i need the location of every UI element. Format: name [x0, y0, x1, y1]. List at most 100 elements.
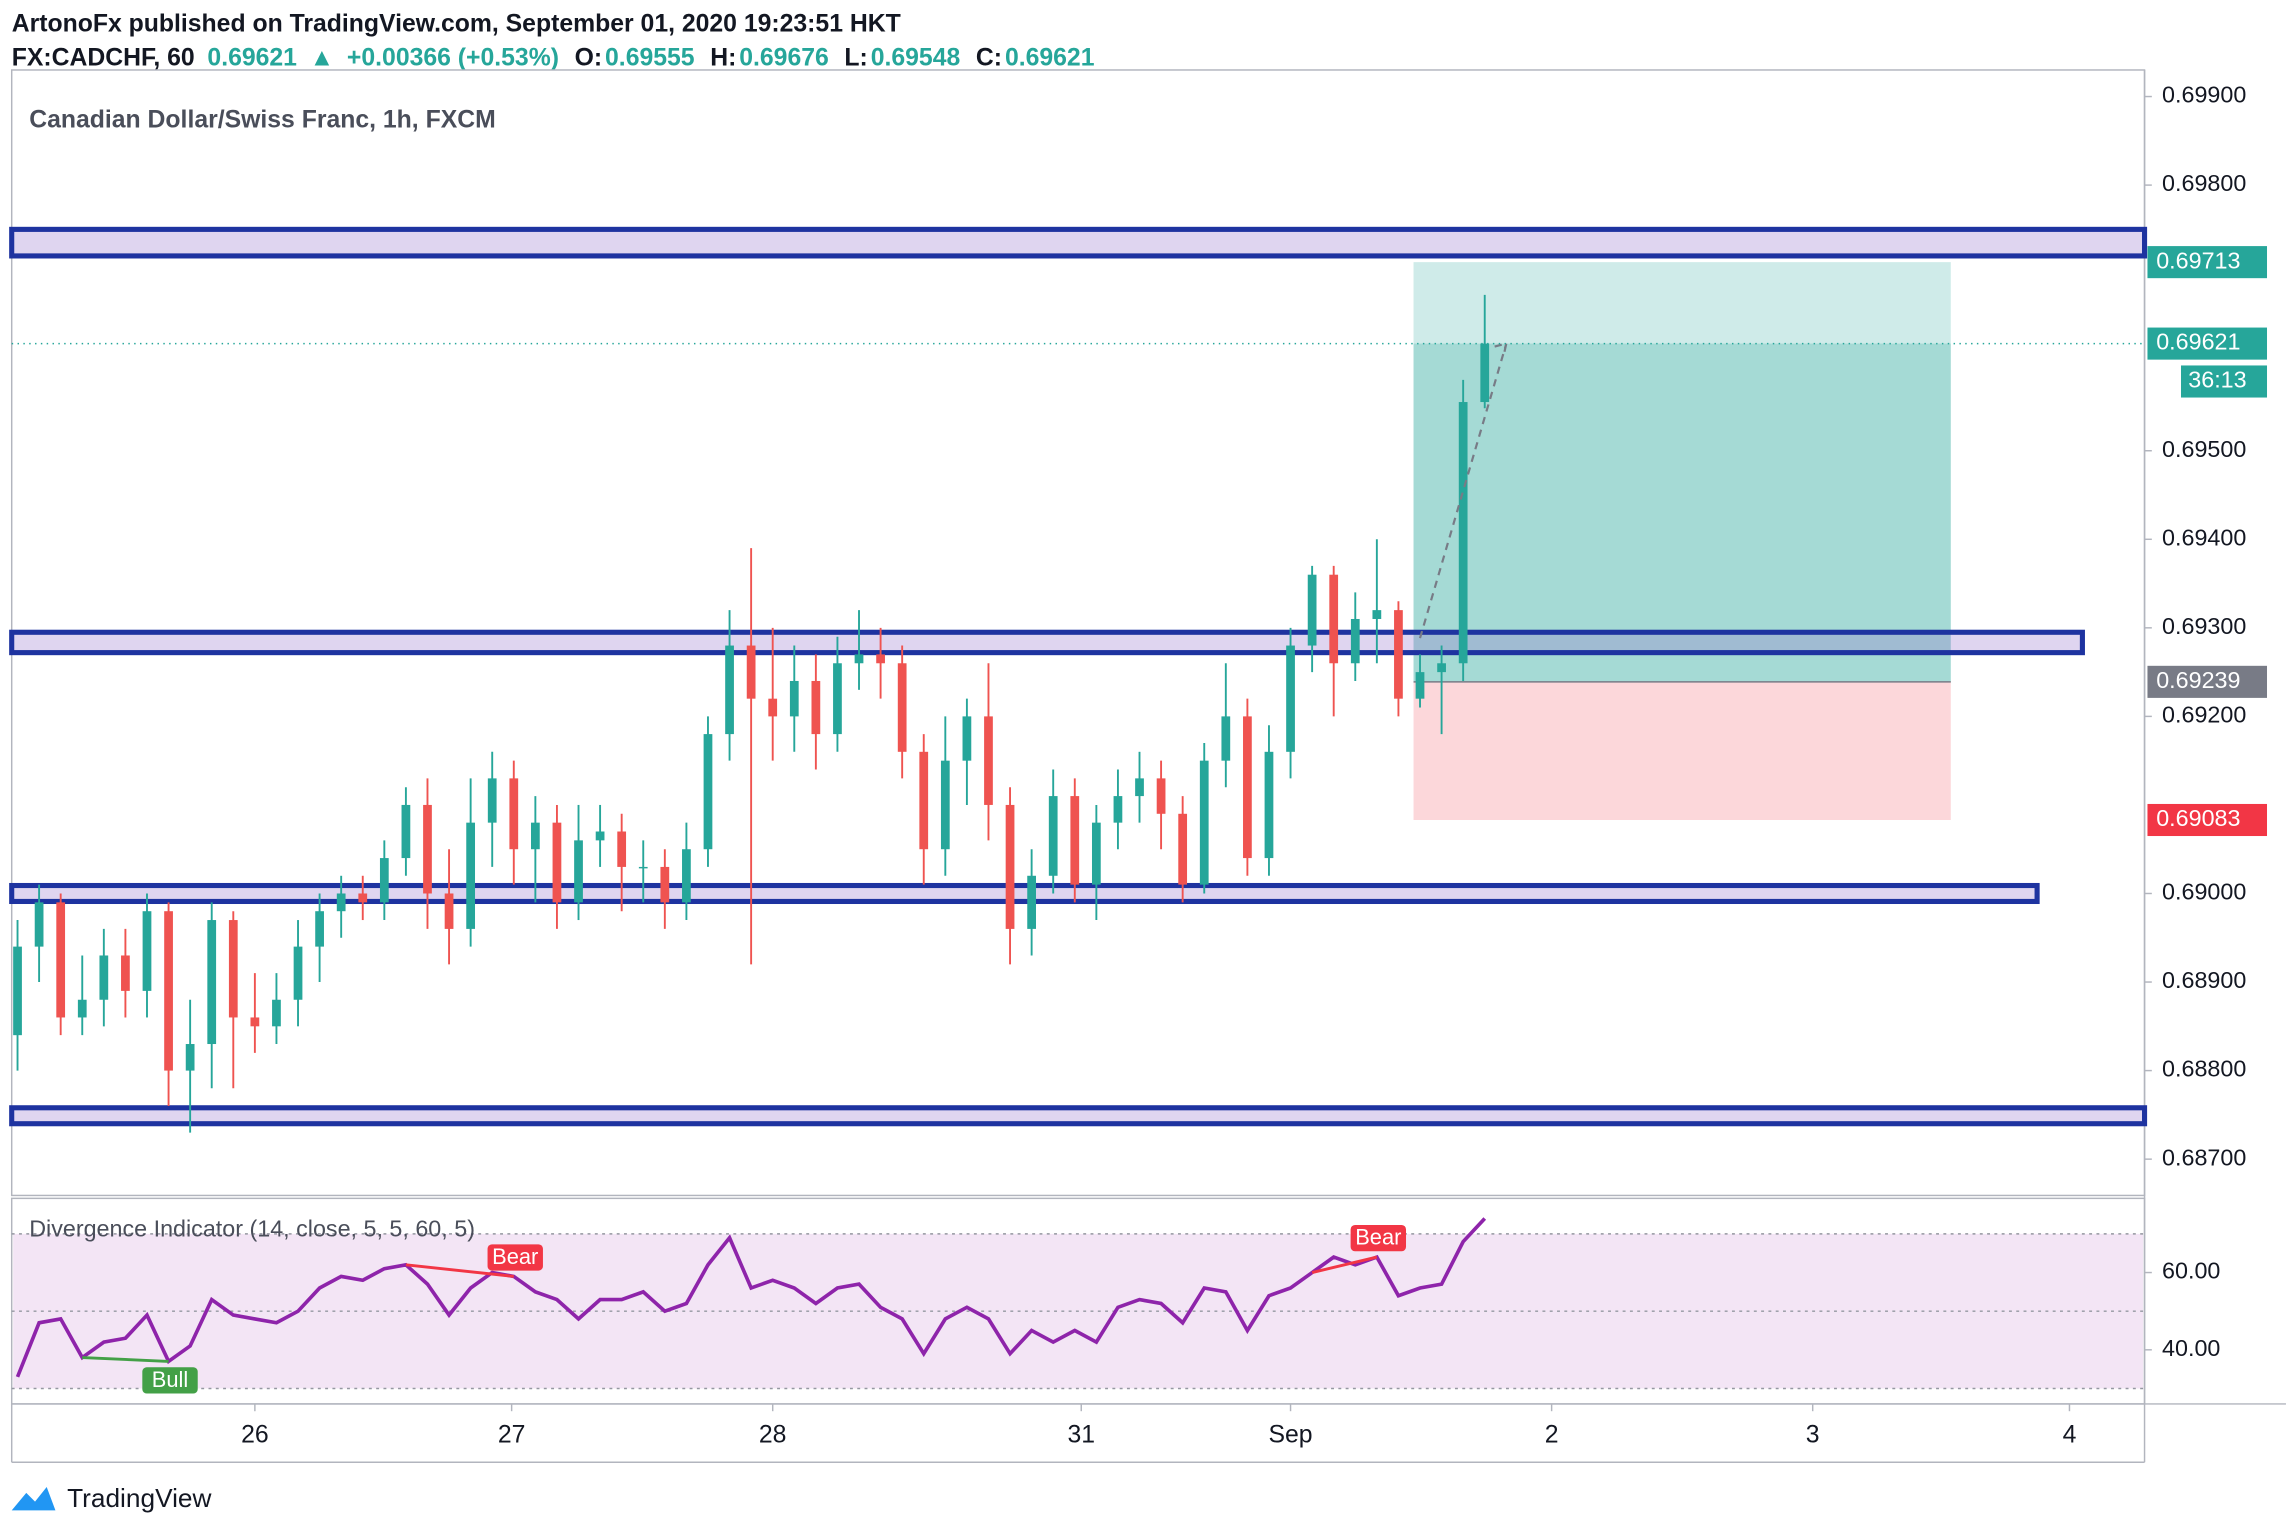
price-label: 0.69083 — [2156, 805, 2240, 831]
candle-body — [466, 822, 476, 929]
x-tick-label: 26 — [241, 1422, 269, 1449]
y-tick-label: 0.69200 — [2162, 702, 2246, 728]
candle-body — [552, 822, 562, 903]
candle-body — [574, 840, 583, 903]
x-tick-label: 27 — [498, 1422, 526, 1449]
chart-title: Canadian Dollar/Swiss Franc, 1h, FXCM — [29, 107, 496, 134]
candle-body — [1264, 751, 1274, 859]
ohlc-value: 0.69555 — [605, 44, 695, 71]
candle-body — [293, 946, 303, 1000]
candle-body — [487, 778, 497, 823]
candle-body — [185, 1044, 195, 1071]
divergence-label: Bull — [152, 1367, 188, 1392]
divergence-line — [82, 1356, 169, 1363]
open-profit-zone — [1413, 343, 1951, 682]
candle-body — [34, 902, 44, 947]
x-tick-label: 3 — [1806, 1422, 1820, 1449]
divergence-line — [405, 1263, 514, 1278]
candle-body — [725, 645, 734, 735]
price-label: 0.69621 — [2156, 329, 2240, 355]
sr-zone — [9, 629, 2085, 656]
x-tick-label: 28 — [759, 1422, 787, 1449]
brand: TradingView — [67, 1483, 212, 1513]
divergence-label-box — [142, 1367, 198, 1394]
sr-zone — [9, 226, 2148, 259]
chart: 26 27 28 31 Sep 2 3 4 0.68700 0.68800 0.68900 0.690… — [9, 69, 2286, 1463]
indicator-pane — [10, 1197, 2146, 1405]
price-label: 0.69713 — [2156, 247, 2240, 273]
countdown: 36:13 — [2188, 367, 2246, 393]
ohlc-value: 0.69621 — [1005, 44, 1095, 71]
y-tick-label: 0.68700 — [2162, 1144, 2246, 1170]
y-tick-label: 0.69400 — [2162, 524, 2246, 550]
logo-icon — [11, 1487, 56, 1511]
y-tick-label: 0.69300 — [2162, 613, 2246, 639]
candle-body — [682, 849, 691, 903]
symbol: FX:CADCHF, 60 — [12, 44, 195, 71]
candle-body — [1091, 822, 1101, 885]
candle-body — [1221, 716, 1231, 761]
countdown-box — [2180, 365, 2268, 398]
sr-zone — [9, 882, 2040, 905]
divergence-label-box — [487, 1244, 543, 1271]
candle-body — [401, 804, 411, 859]
stop-zone — [1413, 681, 1951, 820]
indicator-title: Divergence Indicator (14, close, 5, 5, 6… — [29, 1216, 475, 1242]
candle-body — [595, 831, 605, 841]
target-zone — [1413, 262, 1951, 682]
candle-body — [272, 999, 281, 1027]
publisher: ArtonoFx published on TradingView.com, S… — [12, 10, 901, 37]
candle-body — [1437, 663, 1446, 673]
price-label-box — [2147, 246, 2268, 279]
candle-body — [789, 680, 799, 717]
price-label-box — [2147, 803, 2268, 837]
candle-body — [617, 831, 627, 867]
candle-body — [1394, 610, 1403, 699]
candle-body — [423, 804, 432, 894]
candle-body — [1027, 875, 1037, 929]
ohlc-key: L: — [844, 44, 867, 71]
candle-body — [854, 654, 864, 664]
candle-body — [1415, 672, 1425, 699]
candle-body — [940, 760, 950, 850]
candle-body — [121, 955, 130, 991]
sr-zone — [9, 1105, 2148, 1127]
candle-body — [833, 663, 842, 735]
divergence-label-box — [1350, 1225, 1407, 1252]
candle-body — [1458, 402, 1468, 664]
candle-body — [897, 663, 907, 752]
candle-body — [77, 999, 87, 1018]
candle-body — [638, 866, 648, 869]
candle-body — [142, 911, 152, 991]
candle-body — [876, 654, 885, 664]
arrow: ▲ — [310, 44, 335, 71]
x-tick-label: 2 — [1545, 1422, 1559, 1449]
candle-body — [99, 955, 109, 1000]
candle-body — [1178, 813, 1188, 885]
candle-body — [1480, 343, 1490, 403]
y-tick-label: 0.69500 — [2162, 436, 2246, 462]
y-tick-label: 60.00 — [2162, 1258, 2220, 1284]
y-tick-label: 40.00 — [2162, 1335, 2220, 1361]
candle-body — [228, 920, 238, 1018]
candle-body — [1070, 796, 1080, 885]
divergence-line — [1311, 1255, 1378, 1274]
ohlc-key: O: — [575, 44, 603, 71]
y-tick-label: 0.69900 — [2162, 82, 2246, 108]
candle-body — [1350, 618, 1360, 664]
ohlc-value: 0.69676 — [739, 44, 829, 71]
x-tick-label: 31 — [1067, 1422, 1095, 1449]
logo: TradingView — [11, 1483, 213, 1513]
candle-body — [207, 920, 217, 1045]
candle-body — [336, 893, 346, 912]
candle-body — [1307, 574, 1317, 646]
y-tick-label: 0.69800 — [2162, 170, 2246, 196]
candle-body — [811, 680, 821, 735]
candle-body — [1199, 760, 1209, 885]
divergence-label: Bear — [1355, 1225, 1401, 1250]
x-tick-label: Sep — [1269, 1422, 1313, 1449]
candle-body — [1243, 716, 1252, 859]
projection-arrow — [1418, 342, 1508, 639]
y-tick-label: 0.68800 — [2162, 1056, 2246, 1082]
